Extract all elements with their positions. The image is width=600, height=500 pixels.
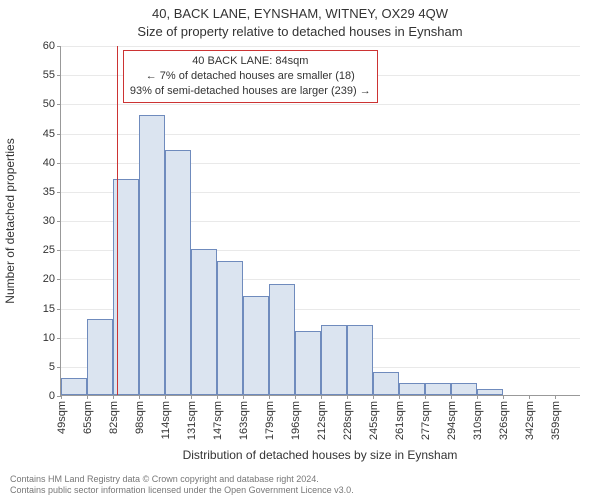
ytick-mark — [57, 367, 61, 368]
ytick-mark — [57, 338, 61, 339]
xtick-mark — [217, 395, 218, 399]
ytick-label: 50 — [43, 98, 55, 110]
xtick-label: 65sqm — [82, 401, 94, 434]
xtick-mark — [295, 395, 296, 399]
xtick-label: 342sqm — [524, 401, 536, 440]
ytick-label: 10 — [43, 332, 55, 344]
xtick-label: 131sqm — [186, 401, 198, 440]
xtick-mark — [399, 395, 400, 399]
ytick-mark — [57, 279, 61, 280]
ytick-label: 30 — [43, 215, 55, 227]
xtick-label: 294sqm — [446, 401, 458, 440]
marker-line — [117, 46, 118, 395]
histogram-bar — [165, 150, 191, 395]
xtick-label: 82sqm — [108, 401, 120, 434]
histogram-bar — [269, 284, 295, 395]
ytick-mark — [57, 104, 61, 105]
histogram-bar — [399, 383, 425, 395]
gridline — [61, 46, 580, 47]
xtick-mark — [347, 395, 348, 399]
xtick-mark — [191, 395, 192, 399]
histogram-bar — [191, 249, 217, 395]
y-axis-label: Number of detached properties — [3, 56, 17, 221]
xtick-mark — [321, 395, 322, 399]
ytick-label: 40 — [43, 157, 55, 169]
ytick-mark — [57, 46, 61, 47]
xtick-mark — [61, 395, 62, 399]
xtick-mark — [139, 395, 140, 399]
xtick-label: 98sqm — [134, 401, 146, 434]
ytick-mark — [57, 192, 61, 193]
xtick-mark — [269, 395, 270, 399]
histogram-bar — [347, 325, 373, 395]
xtick-label: 147sqm — [212, 401, 224, 440]
histogram-bar — [295, 331, 321, 395]
xtick-label: 326sqm — [498, 401, 510, 440]
footer-attribution: Contains HM Land Registry data © Crown c… — [10, 474, 354, 497]
histogram-bar — [477, 389, 503, 395]
page-title-description: Size of property relative to detached ho… — [0, 24, 600, 39]
histogram-bar — [373, 372, 399, 395]
ytick-mark — [57, 250, 61, 251]
histogram-bar — [425, 383, 451, 395]
ytick-label: 15 — [43, 303, 55, 315]
histogram-bar — [243, 296, 269, 395]
ytick-label: 5 — [49, 361, 55, 373]
annotation-box: 40 BACK LANE: 84sqm ← 7% of detached hou… — [123, 50, 378, 103]
xtick-label: 359sqm — [550, 401, 562, 440]
page-title-address: 40, BACK LANE, EYNSHAM, WITNEY, OX29 4QW — [0, 6, 600, 21]
annotation-line-3: 93% of semi-detached houses are larger (… — [130, 84, 371, 99]
ytick-label: 55 — [43, 69, 55, 81]
xtick-mark — [451, 395, 452, 399]
xtick-label: 261sqm — [394, 401, 406, 440]
x-axis-label: Distribution of detached houses by size … — [60, 448, 580, 462]
xtick-label: 196sqm — [290, 401, 302, 440]
xtick-label: 179sqm — [264, 401, 276, 440]
xtick-mark — [243, 395, 244, 399]
xtick-label: 49sqm — [56, 401, 68, 434]
histogram-bar — [87, 319, 113, 395]
xtick-label: 212sqm — [316, 401, 328, 440]
xtick-label: 163sqm — [238, 401, 250, 440]
xtick-mark — [555, 395, 556, 399]
xtick-label: 114sqm — [160, 401, 172, 439]
xtick-mark — [373, 395, 374, 399]
xtick-mark — [113, 395, 114, 399]
ytick-label: 35 — [43, 186, 55, 198]
histogram-bar — [139, 115, 165, 395]
xtick-mark — [87, 395, 88, 399]
annotation-line-2: ← 7% of detached houses are smaller (18) — [130, 69, 371, 84]
xtick-mark — [529, 395, 530, 399]
ytick-label: 60 — [43, 40, 55, 52]
ytick-label: 0 — [49, 390, 55, 402]
xtick-label: 310sqm — [472, 401, 484, 440]
footer-line-1: Contains HM Land Registry data © Crown c… — [10, 474, 354, 485]
ytick-label: 45 — [43, 128, 55, 140]
histogram-plot: 05101520253035404550556049sqm65sqm82sqm9… — [60, 46, 580, 396]
ytick-mark — [57, 134, 61, 135]
gridline — [61, 104, 580, 105]
xtick-label: 228sqm — [342, 401, 354, 440]
histogram-bar — [61, 378, 87, 396]
xtick-mark — [165, 395, 166, 399]
xtick-mark — [503, 395, 504, 399]
xtick-mark — [425, 395, 426, 399]
ytick-label: 20 — [43, 273, 55, 285]
xtick-label: 245sqm — [368, 401, 380, 440]
xtick-label: 277sqm — [420, 401, 432, 440]
xtick-mark — [477, 395, 478, 399]
ytick-mark — [57, 309, 61, 310]
ytick-label: 25 — [43, 244, 55, 256]
ytick-mark — [57, 221, 61, 222]
ytick-mark — [57, 163, 61, 164]
annotation-line-1: 40 BACK LANE: 84sqm — [130, 54, 371, 69]
histogram-bar — [321, 325, 347, 395]
ytick-mark — [57, 75, 61, 76]
histogram-bar — [217, 261, 243, 395]
footer-line-2: Contains public sector information licen… — [10, 485, 354, 496]
histogram-bar — [451, 383, 477, 395]
